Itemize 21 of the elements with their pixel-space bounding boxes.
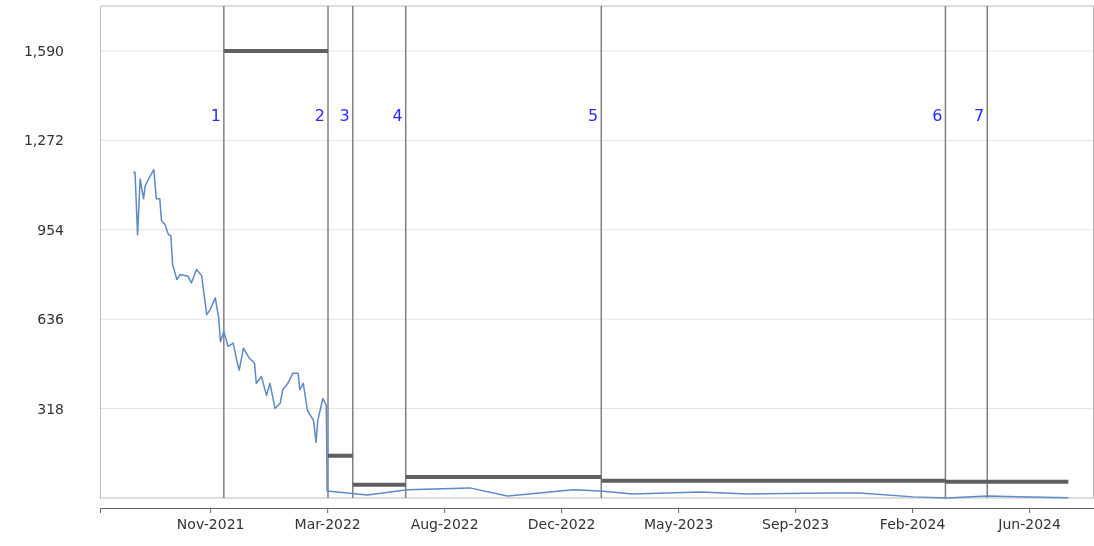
ref-line-label: 7 bbox=[974, 106, 985, 125]
ref-line-label: 3 bbox=[339, 106, 350, 125]
y-tick-label: 318 bbox=[37, 400, 64, 417]
ref-line-label: 1 bbox=[210, 106, 221, 125]
x-tick-label: Feb-2024 bbox=[879, 515, 946, 532]
x-tick-label: Sep-2023 bbox=[762, 515, 830, 532]
x-tick-label: Mar-2022 bbox=[294, 515, 361, 532]
line-series bbox=[132, 168, 1070, 499]
x-tick-label: Jun-2024 bbox=[997, 515, 1061, 532]
ref-line-label: 6 bbox=[932, 106, 943, 125]
ref-line-label: 4 bbox=[392, 106, 403, 125]
ref-line-label: 5 bbox=[588, 106, 599, 125]
y-tick-label: 1,272 bbox=[23, 132, 64, 149]
ref-line-label: 2 bbox=[314, 106, 326, 125]
x-tick-label: Aug-2022 bbox=[410, 515, 479, 532]
x-tick-label: May-2023 bbox=[643, 515, 714, 532]
y-tick-label: 954 bbox=[37, 221, 65, 238]
x-tick-label: Nov-2021 bbox=[176, 515, 245, 532]
y-tick-label: 636 bbox=[37, 311, 65, 328]
x-tick-label: Dec-2022 bbox=[527, 515, 596, 532]
y-tick-label: 1,590 bbox=[23, 42, 64, 59]
